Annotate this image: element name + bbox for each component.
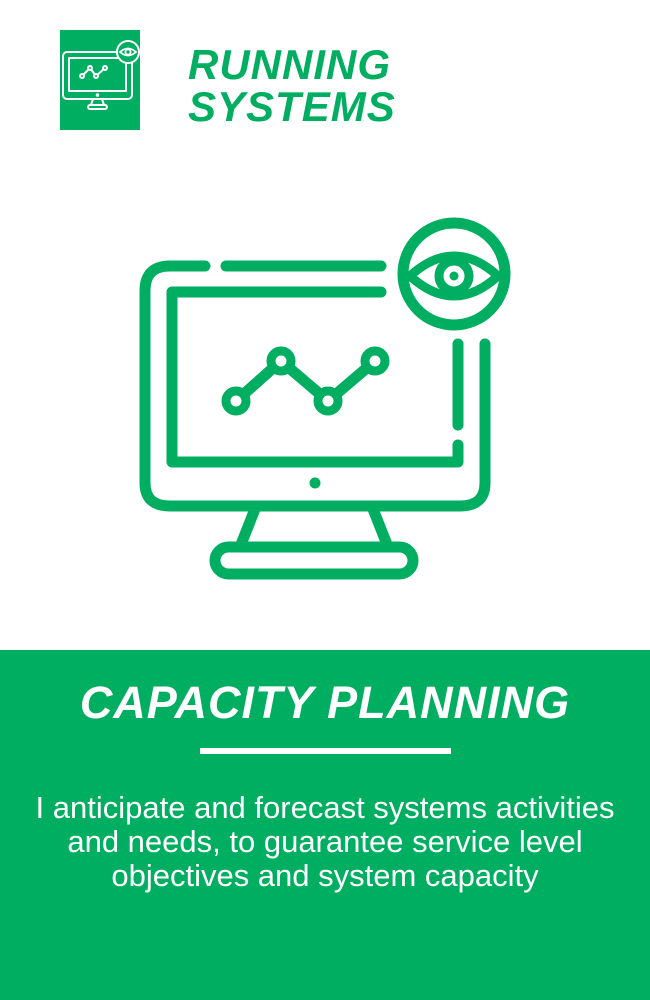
divider [200,748,451,754]
brand-badge [60,30,140,130]
brand-title-line1: RUNNING [188,41,391,88]
skill-panel: CAPACITY PLANNING I anticipate and forec… [0,650,650,1000]
brand-title-line2: SYSTEMS [188,83,396,130]
panel-description: I anticipate and forecast systems activi… [35,790,615,893]
panel-title: CAPACITY PLANNING [79,677,571,728]
brand-title: RUNNING SYSTEMS [188,44,488,128]
monitor-chart-eye-icon [62,40,140,110]
monitor-chart-eye-icon [139,217,511,580]
